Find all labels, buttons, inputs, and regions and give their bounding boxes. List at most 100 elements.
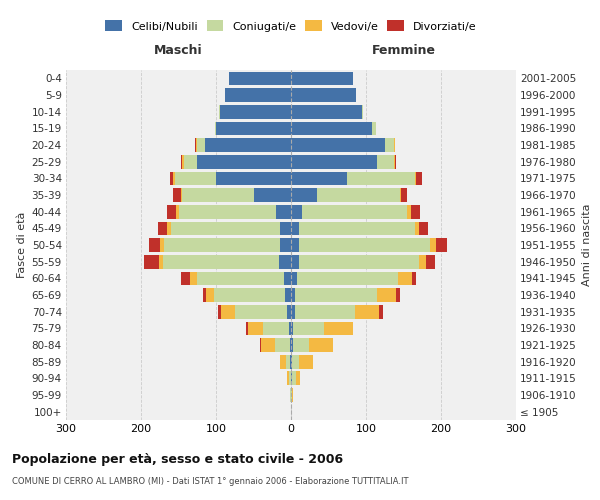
Bar bbox=[293, 322, 324, 335]
Bar bbox=[299, 255, 419, 268]
Bar bbox=[291, 172, 347, 185]
Bar bbox=[291, 205, 302, 218]
Bar bbox=[293, 338, 309, 352]
Bar bbox=[182, 188, 254, 202]
Bar bbox=[176, 205, 179, 218]
Bar bbox=[182, 155, 184, 168]
Bar bbox=[398, 272, 412, 285]
Bar bbox=[291, 188, 317, 202]
Bar bbox=[436, 238, 447, 252]
Bar bbox=[170, 172, 173, 185]
Bar bbox=[197, 155, 291, 168]
Bar bbox=[197, 138, 205, 152]
Bar bbox=[261, 338, 275, 352]
Bar bbox=[290, 338, 291, 352]
Bar bbox=[181, 272, 190, 285]
Y-axis label: Fasce di età: Fasce di età bbox=[17, 212, 28, 278]
Bar bbox=[295, 288, 377, 302]
Bar bbox=[415, 172, 416, 185]
Text: Femmine: Femmine bbox=[371, 44, 436, 57]
Bar bbox=[291, 222, 299, 235]
Bar bbox=[144, 255, 159, 268]
Bar bbox=[220, 105, 291, 118]
Bar bbox=[175, 172, 216, 185]
Bar bbox=[299, 355, 313, 368]
Text: Maschi: Maschi bbox=[154, 44, 203, 57]
Bar bbox=[246, 322, 248, 335]
Bar bbox=[195, 138, 196, 152]
Bar bbox=[291, 272, 297, 285]
Bar bbox=[291, 288, 295, 302]
Bar bbox=[184, 155, 197, 168]
Bar bbox=[286, 355, 290, 368]
Bar bbox=[291, 388, 292, 402]
Bar bbox=[309, 338, 333, 352]
Bar bbox=[291, 322, 293, 335]
Bar bbox=[395, 155, 396, 168]
Bar bbox=[219, 105, 220, 118]
Bar bbox=[181, 155, 182, 168]
Bar bbox=[167, 222, 171, 235]
Bar bbox=[160, 238, 163, 252]
Bar bbox=[215, 122, 216, 135]
Bar bbox=[295, 305, 355, 318]
Bar bbox=[167, 205, 176, 218]
Bar bbox=[426, 255, 435, 268]
Bar bbox=[317, 188, 400, 202]
Bar bbox=[291, 88, 356, 102]
Bar bbox=[284, 272, 291, 285]
Bar bbox=[159, 255, 163, 268]
Bar bbox=[292, 372, 296, 385]
Bar bbox=[355, 305, 379, 318]
Bar bbox=[292, 355, 299, 368]
Bar bbox=[291, 372, 292, 385]
Bar bbox=[385, 138, 394, 152]
Bar bbox=[171, 222, 280, 235]
Bar bbox=[254, 188, 291, 202]
Bar bbox=[196, 138, 197, 152]
Bar bbox=[377, 155, 394, 168]
Bar bbox=[287, 305, 291, 318]
Bar bbox=[216, 172, 291, 185]
Bar bbox=[163, 255, 279, 268]
Bar bbox=[206, 288, 214, 302]
Bar bbox=[419, 222, 427, 235]
Bar bbox=[302, 205, 407, 218]
Bar bbox=[179, 205, 276, 218]
Bar bbox=[291, 105, 362, 118]
Bar bbox=[416, 172, 422, 185]
Bar bbox=[280, 238, 291, 252]
Bar bbox=[287, 372, 289, 385]
Bar bbox=[280, 355, 286, 368]
Bar bbox=[158, 222, 167, 235]
Bar bbox=[203, 288, 206, 302]
Bar bbox=[225, 88, 291, 102]
Bar bbox=[290, 355, 291, 368]
Bar bbox=[173, 188, 181, 202]
Bar bbox=[163, 238, 280, 252]
Bar bbox=[379, 305, 383, 318]
Bar bbox=[419, 255, 426, 268]
Bar bbox=[276, 205, 291, 218]
Bar bbox=[347, 172, 415, 185]
Bar bbox=[291, 255, 299, 268]
Bar bbox=[181, 188, 182, 202]
Bar bbox=[296, 372, 300, 385]
Bar bbox=[205, 138, 291, 152]
Bar bbox=[197, 272, 284, 285]
Bar bbox=[218, 305, 221, 318]
Bar bbox=[173, 172, 175, 185]
Bar bbox=[324, 322, 353, 335]
Y-axis label: Anni di nascita: Anni di nascita bbox=[583, 204, 592, 286]
Bar bbox=[362, 105, 363, 118]
Bar bbox=[297, 272, 398, 285]
Bar bbox=[229, 72, 291, 85]
Bar bbox=[299, 238, 430, 252]
Bar bbox=[401, 188, 407, 202]
Bar bbox=[235, 305, 287, 318]
Bar bbox=[221, 305, 235, 318]
Bar bbox=[291, 305, 295, 318]
Bar bbox=[291, 355, 292, 368]
Bar bbox=[275, 338, 290, 352]
Legend: Celibi/Nubili, Coniugati/e, Vedovi/e, Divorziati/e: Celibi/Nubili, Coniugati/e, Vedovi/e, Di… bbox=[101, 16, 481, 36]
